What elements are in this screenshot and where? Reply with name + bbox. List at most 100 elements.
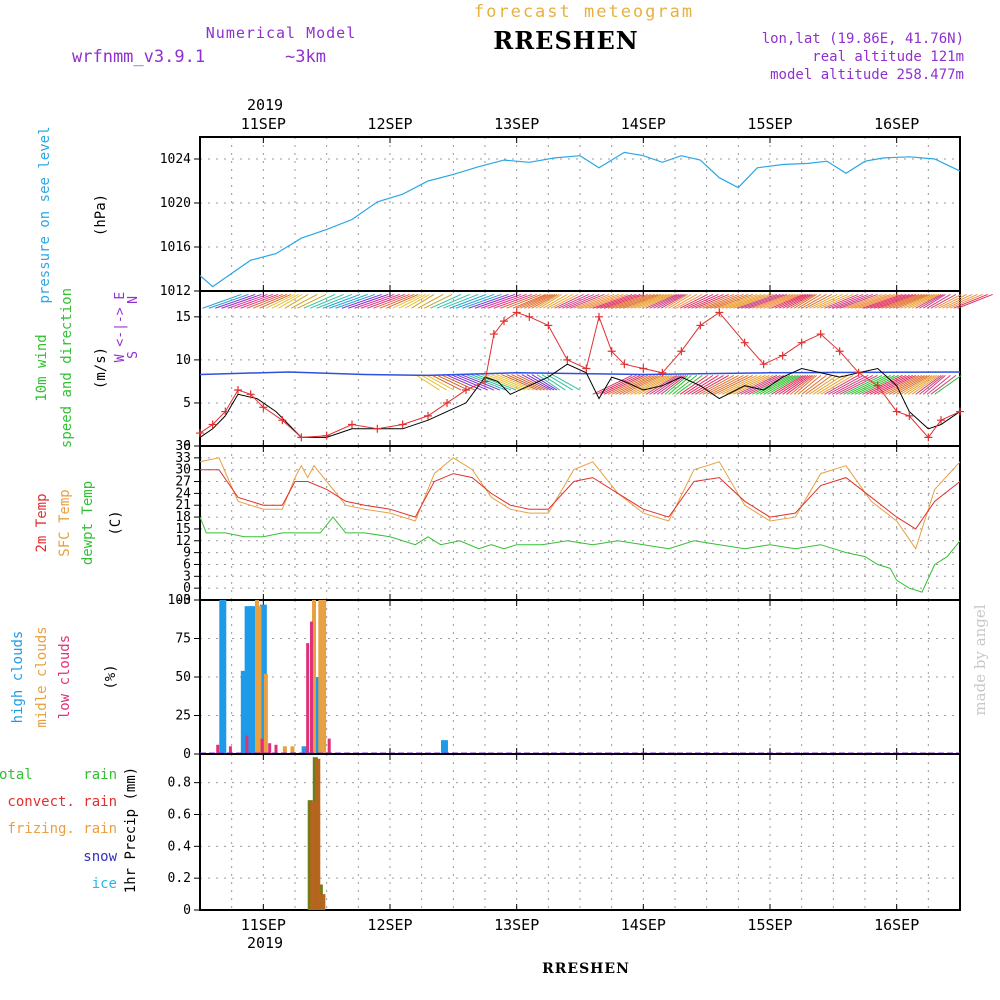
y-tick-label: 5 bbox=[183, 396, 191, 411]
wind-barb bbox=[367, 293, 406, 309]
wind-barb bbox=[881, 293, 920, 309]
wind-barb bbox=[755, 293, 794, 309]
wind-barb bbox=[767, 374, 802, 395]
wind-barb bbox=[290, 294, 318, 309]
wind-barb bbox=[354, 293, 395, 309]
wind-barb bbox=[638, 293, 673, 309]
wind-barb bbox=[660, 374, 687, 395]
x-tick-label-bottom: 13SEP bbox=[494, 916, 539, 934]
wind-barb bbox=[486, 374, 526, 391]
wind-speed-marker bbox=[677, 347, 686, 356]
wind-speed-marker bbox=[607, 347, 616, 356]
wind-barb bbox=[626, 374, 665, 395]
compass-west-east: W <-|-> E bbox=[113, 292, 128, 362]
y-tick-label: -3 bbox=[175, 593, 191, 608]
wind-barb bbox=[926, 294, 951, 309]
wind-barb bbox=[531, 374, 558, 391]
wind-barb bbox=[858, 293, 899, 309]
wind-barb bbox=[759, 374, 796, 395]
wind-barb bbox=[611, 293, 652, 309]
wind-barb bbox=[462, 293, 502, 309]
wind-barb bbox=[934, 374, 962, 395]
wind-speed-marker bbox=[259, 403, 268, 412]
midle-cloud-bar bbox=[322, 600, 327, 754]
wind-barb bbox=[919, 294, 944, 309]
wind-barb bbox=[877, 374, 917, 395]
wind-barb bbox=[900, 293, 933, 309]
wind-barb bbox=[675, 374, 703, 395]
wind-barb bbox=[900, 374, 933, 395]
dewpt-temp-line bbox=[199, 516, 961, 593]
x-tick-label-top: 13SEP bbox=[494, 115, 539, 133]
wind-speed-marker bbox=[835, 347, 844, 356]
y-tick-label: 1024 bbox=[160, 152, 191, 167]
wind-speed-marker bbox=[924, 433, 933, 442]
wind-barb bbox=[527, 294, 555, 309]
panel-frame bbox=[199, 753, 961, 911]
wind-barb bbox=[831, 374, 869, 395]
midle-cloud-bar bbox=[257, 606, 262, 754]
wind-barb bbox=[752, 293, 791, 309]
x-tick-label-bottom: 11SEP bbox=[241, 916, 286, 934]
wind-speed-marker bbox=[512, 308, 521, 317]
wind-barb bbox=[949, 293, 983, 309]
wind-barb bbox=[881, 374, 920, 395]
wind-barb bbox=[430, 374, 462, 391]
wind-barb bbox=[535, 294, 560, 309]
wind-speed-marker bbox=[278, 416, 287, 425]
temp-sfc-label: SFC Temp bbox=[57, 489, 73, 556]
wind-barb bbox=[512, 293, 546, 309]
wind-barb bbox=[847, 374, 887, 395]
wind-barb bbox=[771, 293, 804, 309]
wind-barb bbox=[953, 293, 988, 309]
panel-frame bbox=[199, 290, 961, 447]
wind-barb bbox=[744, 374, 784, 395]
convect-rain-bar bbox=[320, 894, 326, 910]
wind-barb bbox=[271, 294, 299, 309]
wind-speed-marker bbox=[443, 398, 451, 407]
compass-north: N bbox=[126, 296, 141, 304]
wind-barb bbox=[443, 293, 479, 309]
wind-barb bbox=[265, 293, 296, 309]
y-tick-label: 24 bbox=[175, 486, 191, 501]
wind-barb bbox=[531, 294, 558, 309]
wind-barb bbox=[460, 374, 501, 391]
wind-barb bbox=[805, 374, 833, 395]
wind-direction-barbs bbox=[199, 293, 993, 395]
2m-temp-line bbox=[200, 469, 961, 530]
wind-speed-marker bbox=[937, 416, 945, 425]
x-tick-label-bottom: 15SEP bbox=[747, 916, 792, 934]
wind-barb bbox=[668, 294, 692, 309]
wind-barb bbox=[805, 294, 833, 309]
wind-barb bbox=[679, 293, 708, 309]
wind-barb bbox=[915, 294, 942, 309]
wind-barb bbox=[322, 293, 361, 309]
precip-axis-label: total rain convect. rain frizing. rain s… bbox=[0, 767, 139, 893]
wind-barb bbox=[516, 293, 549, 309]
year-top: 2019 bbox=[247, 96, 283, 114]
wind-barb bbox=[541, 374, 566, 391]
wind-axis-label: 10m wind speed and direction (m/s) N W <… bbox=[34, 288, 141, 448]
wind-barb bbox=[603, 293, 645, 309]
wind-speed-marker bbox=[658, 368, 667, 377]
wind-barb bbox=[869, 374, 910, 395]
wind-speed-marker bbox=[639, 364, 648, 373]
wind-barb bbox=[847, 293, 887, 309]
y-tick-label: 30 bbox=[175, 463, 191, 478]
y-tick-label: 1020 bbox=[160, 196, 191, 211]
wind-barb bbox=[786, 374, 813, 395]
wind-barb bbox=[717, 293, 758, 309]
wind-barb bbox=[450, 374, 489, 391]
wind-barb bbox=[516, 374, 549, 391]
x-tick-labels-bottom: 11SEP 12SEP 13SEP 14SEP 15SEP 16SEP bbox=[241, 916, 919, 934]
model-resolution: ~3km bbox=[285, 47, 326, 67]
wind-barb bbox=[934, 294, 962, 309]
wind-barb bbox=[622, 293, 662, 309]
wind-barb bbox=[698, 374, 734, 395]
wind-barb bbox=[907, 374, 938, 395]
low-clouds-label: low clouds bbox=[57, 635, 73, 719]
low-cloud-bar bbox=[327, 738, 331, 754]
wind-barb bbox=[816, 374, 849, 395]
y-tick-label: 15 bbox=[175, 310, 191, 325]
